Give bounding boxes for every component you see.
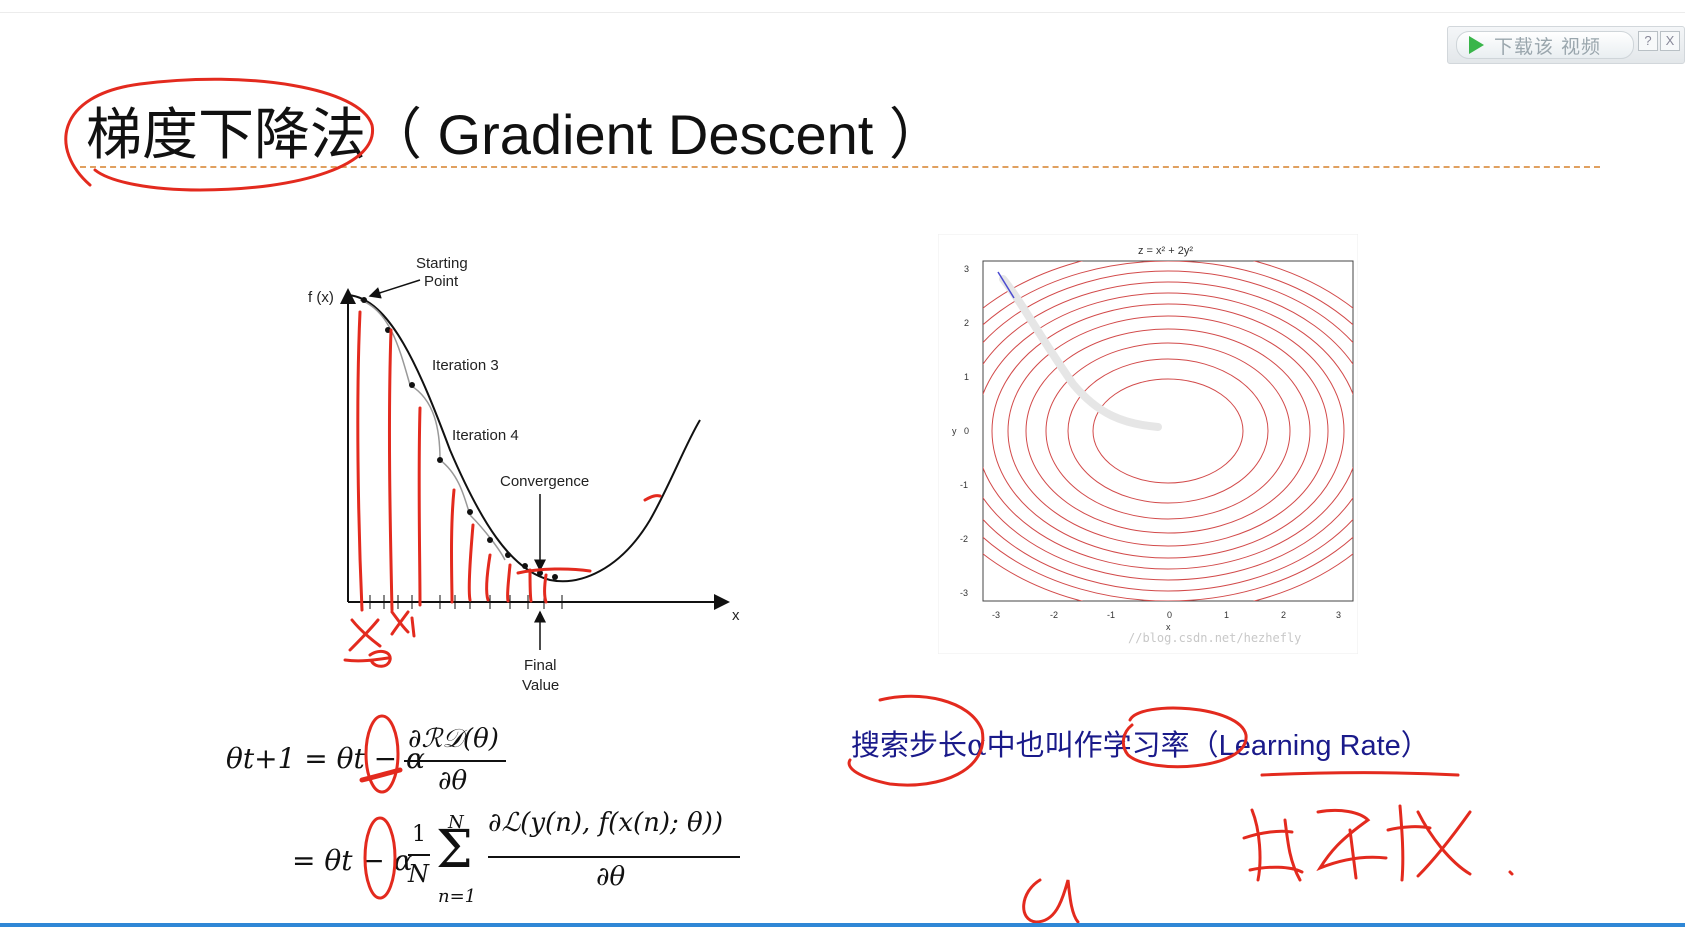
svg-text:3: 3 xyxy=(1336,610,1341,620)
contour-x-axis-label: x xyxy=(1166,622,1171,632)
svg-text:-3: -3 xyxy=(992,610,1000,620)
svg-text:1: 1 xyxy=(964,372,969,382)
learning-rate-note: 搜索步长α中也叫作学习率（Learning Rate） xyxy=(851,722,1430,764)
formula-frac2-denominator: N xyxy=(408,860,429,888)
gradient-descent-curve-figure: f (x) x Starting Point Iteration 3 Itera… xyxy=(308,255,740,694)
starting-point-label-line1: Starting xyxy=(416,255,468,272)
cost-function-curve xyxy=(347,294,701,583)
watermark-text: //blog.csdn.net/hezhefly xyxy=(1128,631,1301,645)
iteration-4-label: Iteration 4 xyxy=(452,427,519,444)
contour-plot-figure: z = x² + 2y² -3 -2 -1 0 1 2 3 xyxy=(938,234,1358,654)
formula-frac3-numerator: ∂ℒ(y(n), f(x(n); θ)) xyxy=(488,808,723,838)
learning-rate-underline xyxy=(1260,771,1460,777)
formula-sum-upper: N xyxy=(448,812,464,833)
svg-text:-2: -2 xyxy=(1050,610,1058,620)
download-video-widget: 下载该 视频 ? X xyxy=(1447,26,1685,64)
formula-sigma: Σ xyxy=(436,820,473,880)
starting-point-label-line2: Point xyxy=(424,273,459,290)
svg-text:2: 2 xyxy=(964,318,969,328)
svg-text:-3: -3 xyxy=(960,588,968,598)
starting-point-arrow xyxy=(368,279,421,299)
svg-text:0: 0 xyxy=(964,426,969,436)
hyperparameter-handwriting xyxy=(1242,808,1304,882)
final-value-label-line1: Final xyxy=(524,657,557,674)
formula-line2-prefix: = θt − α xyxy=(292,844,413,877)
formula-frac1-bar xyxy=(404,760,506,762)
learning-rate-note-chinese: 搜索步长α中也叫作学习率 xyxy=(851,728,1190,762)
formula-frac1-denominator: ∂θ xyxy=(438,766,468,796)
descent-trace xyxy=(999,275,1162,431)
download-video-label: 下载该 视频 xyxy=(1494,35,1602,58)
formula-sum-lower: n=1 xyxy=(438,886,477,907)
svg-text:-1: -1 xyxy=(960,480,968,490)
formula-lhs: θt+1 = θt − α xyxy=(226,742,425,775)
alpha-handwriting xyxy=(1022,878,1080,924)
convergence-label: Convergence xyxy=(500,473,589,490)
svg-text:2: 2 xyxy=(1281,610,1286,620)
svg-text:3: 3 xyxy=(964,264,969,274)
contour-lines xyxy=(983,261,1353,601)
play-icon xyxy=(1469,36,1484,54)
title-underline-rule xyxy=(80,166,1600,168)
final-value-label-line2: Value xyxy=(522,677,559,694)
x-tick-labels: -3 -2 -1 0 1 2 3 xyxy=(992,610,1341,620)
svg-text:0: 0 xyxy=(1167,610,1172,620)
x-axis-label: x xyxy=(732,607,740,624)
descent-start-arrow xyxy=(997,271,1015,299)
y-tick-labels: 3 2 1 0 -1 -2 -3 xyxy=(960,264,969,598)
svg-text:-1: -1 xyxy=(1107,610,1115,620)
bottom-progress-bar xyxy=(0,923,1685,927)
top-divider xyxy=(0,12,1685,13)
close-button[interactable]: X xyxy=(1660,31,1680,51)
contour-plot-title: z = x² + 2y² xyxy=(1138,245,1193,257)
svg-text:1: 1 xyxy=(1224,610,1229,620)
formula-frac1-numerator: ∂ℛ𝒟(θ) xyxy=(408,724,499,754)
iteration-3-label: Iteration 3 xyxy=(432,357,499,374)
download-video-button[interactable]: 下载该 视频 xyxy=(1456,31,1634,59)
contour-plot-frame xyxy=(982,260,1354,602)
slide-title: 梯度下降法（ Gradient Descent ） xyxy=(86,103,945,166)
help-button[interactable]: ? xyxy=(1638,31,1658,51)
svg-text:-2: -2 xyxy=(960,534,968,544)
y-axis-label: f (x) xyxy=(308,289,334,306)
formula-frac2-numerator: 1 xyxy=(412,822,426,847)
formula-frac2-bar xyxy=(408,854,430,856)
contour-y-axis-label: y xyxy=(952,426,957,436)
formula-frac3-denominator: ∂θ xyxy=(596,862,626,892)
formula-frac3-bar xyxy=(488,856,740,858)
learning-rate-note-english: （Learning Rate） xyxy=(1189,730,1430,762)
